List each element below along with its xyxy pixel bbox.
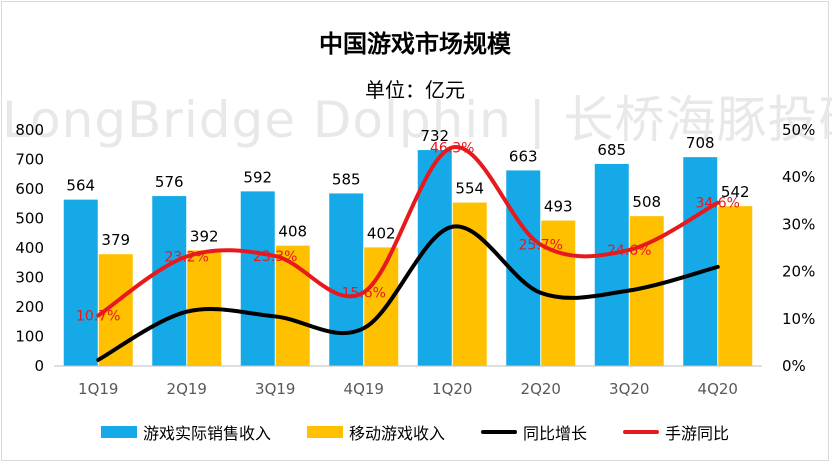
line-value-label: 23.3% [253,249,297,265]
bar-value-label: 576 [155,173,184,191]
chart-legend: 游戏实际销售收入 移动游戏收入 同比增长 手游同比 [2,420,828,444]
y-right-tick-label: 50% [782,121,815,139]
bar-value-label: 408 [278,223,307,241]
legend-item-yoy: 同比增长 [481,420,587,444]
bar-value-label: 542 [721,183,750,201]
y-left-tick-label: 0 [34,357,44,375]
y-right-tick-label: 20% [782,263,815,281]
legend-swatch-mobile-yoy [623,430,660,434]
line-value-label: 46.3% [430,140,474,156]
x-tick-label: 2Q20 [521,380,561,398]
legend-item-mobile: 移动游戏收入 [306,420,445,444]
bar-value-label: 493 [544,198,573,216]
legend-swatch-yoy [481,430,517,434]
bar-value-label: 508 [632,193,661,211]
bar-value-label: 585 [332,170,361,188]
y-right-tick-label: 30% [782,215,815,233]
bar-sales [63,199,98,366]
watermark: LongBridge Dolphin | 长桥海豚投研 [2,91,832,149]
chart-subtitle: 单位：亿元 [365,78,465,102]
line-value-label: 23.2% [165,249,209,265]
y-left-tick-label: 600 [15,180,44,198]
legend-swatch-sales [100,426,137,438]
bar-value-label: 732 [420,127,449,145]
legend-item-mobile-yoy: 手游同比 [623,420,729,444]
y-left-tick-label: 300 [15,269,44,287]
bar-sales [594,163,629,366]
line-value-label: 15.6% [342,285,386,301]
y-left-tick-label: 400 [15,239,44,257]
x-tick-label: 2Q19 [167,380,207,398]
line-yoy [96,224,720,362]
x-tick-label: 3Q19 [255,380,295,398]
line-value-label: 34.6% [696,196,740,212]
y-left-tick-label: 200 [15,298,44,316]
bar-mobile [718,206,753,366]
x-tick-label: 3Q20 [609,380,649,398]
bar-value-label: 402 [367,224,396,242]
bar-sales [240,191,275,366]
bar-value-label: 592 [243,168,272,186]
x-tick-label: 1Q19 [78,380,118,398]
line-value-label: 10.7% [76,308,120,324]
bar-sales [329,193,364,366]
bar-value-label: 564 [66,177,95,195]
bar-sales [683,157,718,366]
legend-label-mobile: 移动游戏收入 [348,424,445,443]
chart-plot: 0 100 200 300 400 500 600 700 800 0% 10% 20% 30% 40% 5… [15,121,815,398]
y-right-tick-label: 10% [782,310,815,328]
legend-swatch-mobile [306,426,343,438]
x-tick-label: 4Q19 [344,380,384,398]
y-left-tick-label: 500 [15,210,44,228]
x-tick-label: 4Q20 [698,380,738,398]
chart-title: 中国游戏市场规模 [319,30,511,58]
y-right-tick-label: 0% [782,357,806,375]
x-tick-label: 1Q20 [432,380,472,398]
bar-value-label: 708 [686,134,715,152]
legend-item-sales: 游戏实际销售收入 [100,420,271,444]
y-right-tick-label: 40% [782,168,815,186]
bar-sales [152,196,187,366]
legend-label-yoy: 同比增长 [523,424,588,443]
bar-value-label: 663 [509,147,538,165]
bar-value-label: 554 [455,180,484,198]
bar-value-label: 379 [101,231,130,249]
legend-label-sales: 游戏实际销售收入 [142,424,271,443]
line-value-label: 24.6% [607,243,651,259]
bar-value-label: 685 [597,141,626,159]
line-mobile-yoy [96,145,720,318]
y-left-tick-label: 700 [15,151,44,169]
bar-mobile [364,247,399,366]
legend-label-mobile-yoy: 手游同比 [665,424,730,443]
line-value-label: 25.7% [519,238,563,254]
bar-value-label: 392 [190,227,219,245]
y-left-tick-label: 800 [15,121,44,139]
y-left-tick-label: 100 [15,328,44,346]
